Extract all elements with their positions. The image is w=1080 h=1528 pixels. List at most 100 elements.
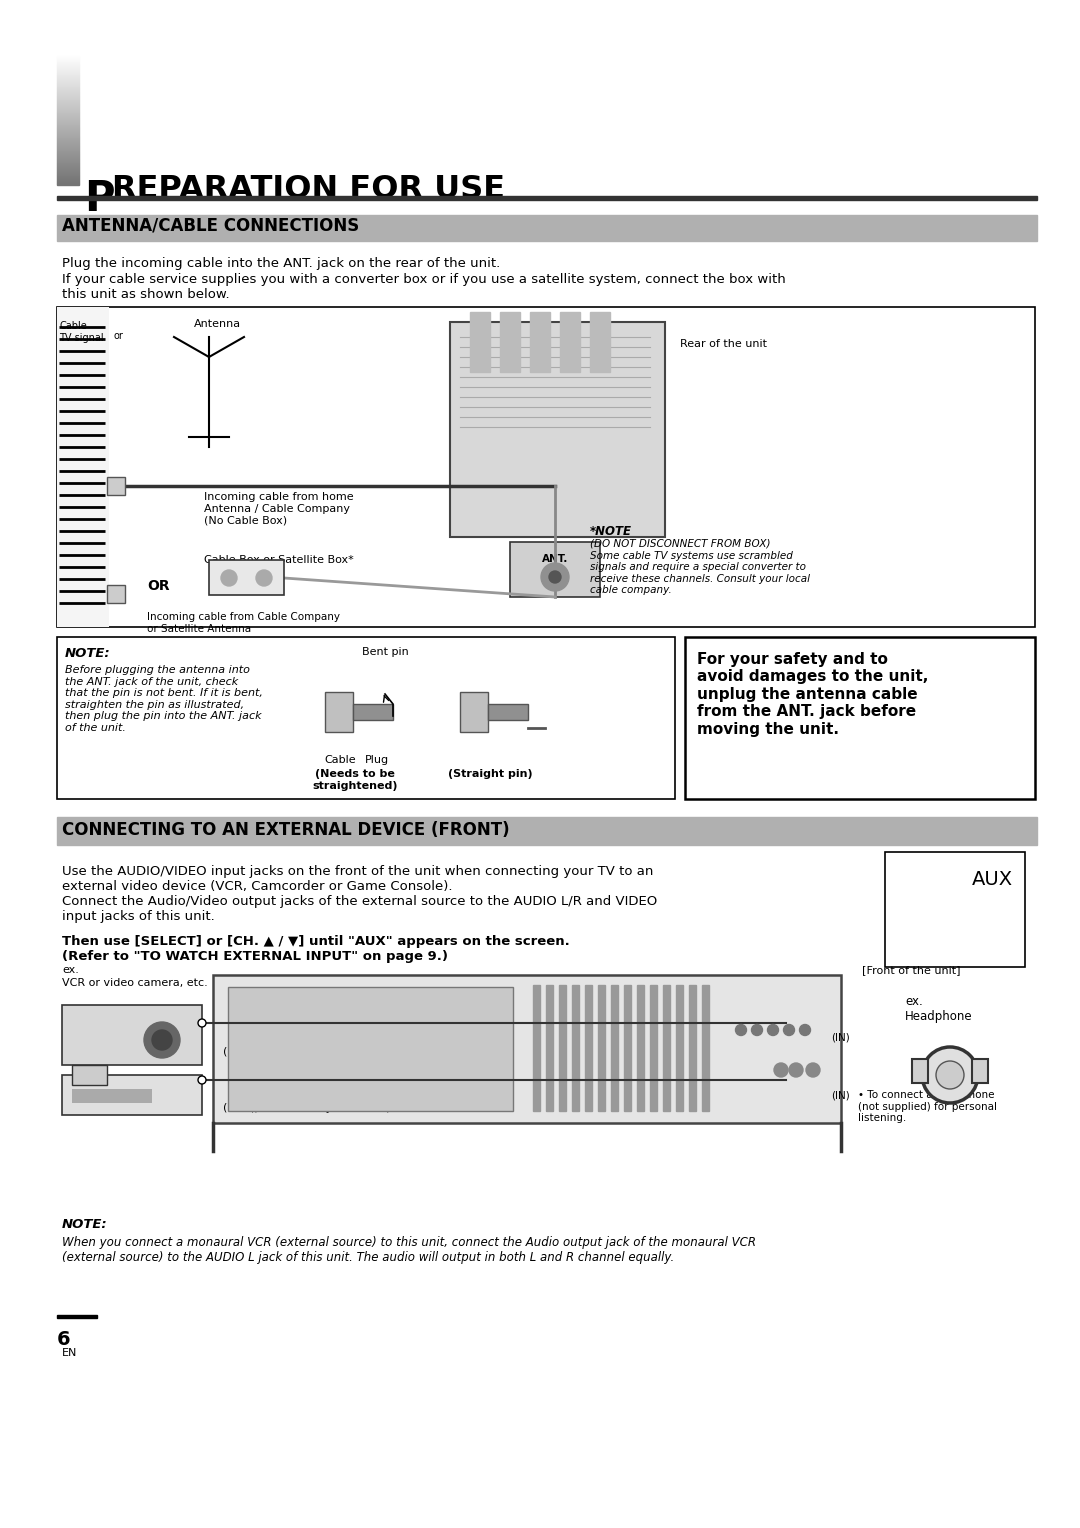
Bar <box>685 637 1035 799</box>
Text: (IN): (IN) <box>831 1033 850 1044</box>
Text: Rear of the unit: Rear of the unit <box>680 339 767 348</box>
Text: Incoming cable from Cable Company
or Satellite Antenna: Incoming cable from Cable Company or Sat… <box>147 613 340 634</box>
Circle shape <box>768 1024 779 1036</box>
Bar <box>663 986 670 1111</box>
Text: If your cable service supplies you with a converter box or if you use a satellit: If your cable service supplies you with … <box>62 274 786 301</box>
Bar <box>611 986 618 1111</box>
Text: • To connect a headphone
(not supplied) for personal
listening.: • To connect a headphone (not supplied) … <box>858 1089 997 1123</box>
Bar <box>689 986 696 1111</box>
Circle shape <box>806 1063 820 1077</box>
Text: Use the AUDIO/VIDEO input jacks on the front of the unit when connecting your TV: Use the AUDIO/VIDEO input jacks on the f… <box>62 865 658 923</box>
Text: (OUT): (OUT) <box>222 1103 255 1112</box>
Bar <box>598 986 605 1111</box>
Text: EN: EN <box>62 1348 78 1358</box>
Bar <box>470 312 490 371</box>
Text: For your safety and to
avoid damages to the unit,
unplug the antenna cable
from : For your safety and to avoid damages to … <box>697 652 929 736</box>
Bar <box>210 559 284 594</box>
Bar <box>572 986 579 1111</box>
Circle shape <box>144 1022 180 1057</box>
Text: To the Audio output jacks: To the Audio output jacks <box>298 1008 438 1018</box>
Circle shape <box>541 562 569 591</box>
Text: AUX: AUX <box>972 869 1013 889</box>
Bar <box>676 986 683 1111</box>
Bar <box>912 1059 928 1083</box>
Bar <box>325 692 353 732</box>
Text: (DO NOT DISCONNECT FROM BOX)
Some cable TV systems use scrambled
signals and req: (DO NOT DISCONNECT FROM BOX) Some cable … <box>590 539 810 596</box>
Bar <box>353 704 393 720</box>
Text: Plug the incoming cable into the ANT. jack on the rear of the unit.: Plug the incoming cable into the ANT. ja… <box>62 257 500 270</box>
Bar <box>57 307 109 626</box>
Text: VCR or video camera, etc.: VCR or video camera, etc. <box>62 978 207 989</box>
Text: Then use [SELECT] or [CH. ▲ / ▼] until "AUX" appears on the screen.
(Refer to "T: Then use [SELECT] or [CH. ▲ / ▼] until "… <box>62 935 570 963</box>
Circle shape <box>256 570 272 587</box>
Bar <box>57 637 675 799</box>
Text: ex.: ex. <box>62 966 79 975</box>
Text: Cable Box or Satellite Box*: Cable Box or Satellite Box* <box>204 555 354 565</box>
Circle shape <box>936 1060 964 1089</box>
Bar <box>57 215 1037 241</box>
Text: (Straight pin): (Straight pin) <box>448 769 532 779</box>
Text: Cable: Cable <box>324 755 355 766</box>
Text: Antenna: Antenna <box>194 319 241 329</box>
Bar <box>637 986 644 1111</box>
Circle shape <box>789 1063 804 1077</box>
Circle shape <box>198 1019 206 1027</box>
Text: Before plugging the antenna into
the ANT. jack of the unit, check
that the pin i: Before plugging the antenna into the ANT… <box>65 665 262 733</box>
Circle shape <box>152 1030 172 1050</box>
Text: *NOTE: *NOTE <box>590 526 632 538</box>
Text: REPARATION FOR USE: REPARATION FOR USE <box>112 174 505 205</box>
Text: [Front of the unit]: [Front of the unit] <box>862 966 960 975</box>
Text: Cable
TV signal: Cable TV signal <box>59 321 104 342</box>
Bar <box>57 307 1035 626</box>
Bar <box>885 853 1025 967</box>
Bar <box>559 986 566 1111</box>
Bar <box>590 312 610 371</box>
Bar <box>228 987 513 1111</box>
Text: ex.
Headphone: ex. Headphone <box>905 995 973 1024</box>
Text: (Needs to be
straightened): (Needs to be straightened) <box>312 769 397 790</box>
Bar <box>72 1065 107 1085</box>
Bar <box>460 692 488 732</box>
Text: Plug: Plug <box>365 755 389 766</box>
Circle shape <box>198 1076 206 1083</box>
Bar <box>107 477 125 495</box>
Bar <box>534 986 540 1111</box>
Bar <box>500 312 519 371</box>
Circle shape <box>799 1024 810 1036</box>
Text: Video Cable: Video Cable <box>248 1089 314 1100</box>
Text: ANT.: ANT. <box>542 555 568 564</box>
Bar <box>107 585 125 604</box>
Text: P: P <box>84 177 114 220</box>
Circle shape <box>752 1024 762 1036</box>
Text: When you connect a monaural VCR (external source) to this unit, connect the Audi: When you connect a monaural VCR (externa… <box>62 1236 756 1264</box>
Bar <box>585 986 592 1111</box>
Text: 6: 6 <box>57 1329 70 1349</box>
Bar <box>546 986 553 1111</box>
Text: To the Video output jack: To the Video output jack <box>298 1065 433 1076</box>
Bar <box>561 312 580 371</box>
Bar <box>488 704 528 720</box>
Bar <box>530 312 550 371</box>
Text: Audio Cable: Audio Cable <box>248 1033 315 1044</box>
Text: Incoming cable from home
Antenna / Cable Company
(No Cable Box): Incoming cable from home Antenna / Cable… <box>204 492 353 526</box>
Circle shape <box>922 1047 978 1103</box>
Bar <box>72 1089 152 1103</box>
Bar <box>57 1316 97 1319</box>
Bar <box>57 817 1037 845</box>
Bar <box>62 1005 202 1065</box>
Bar <box>213 975 841 1123</box>
Circle shape <box>221 570 237 587</box>
Bar <box>510 542 600 597</box>
Bar <box>972 1059 988 1083</box>
Circle shape <box>783 1024 795 1036</box>
Bar <box>57 196 1037 200</box>
Text: (commercially available): (commercially available) <box>253 1103 391 1112</box>
Text: OR: OR <box>147 579 170 593</box>
Text: (OUT): (OUT) <box>222 1047 255 1056</box>
Text: ANTENNA/CABLE CONNECTIONS: ANTENNA/CABLE CONNECTIONS <box>62 217 360 235</box>
Text: (commercially available): (commercially available) <box>253 1047 391 1056</box>
Text: or: or <box>114 332 124 341</box>
Circle shape <box>735 1024 746 1036</box>
Text: CONNECTING TO AN EXTERNAL DEVICE (FRONT): CONNECTING TO AN EXTERNAL DEVICE (FRONT) <box>62 821 510 839</box>
Bar <box>702 986 708 1111</box>
